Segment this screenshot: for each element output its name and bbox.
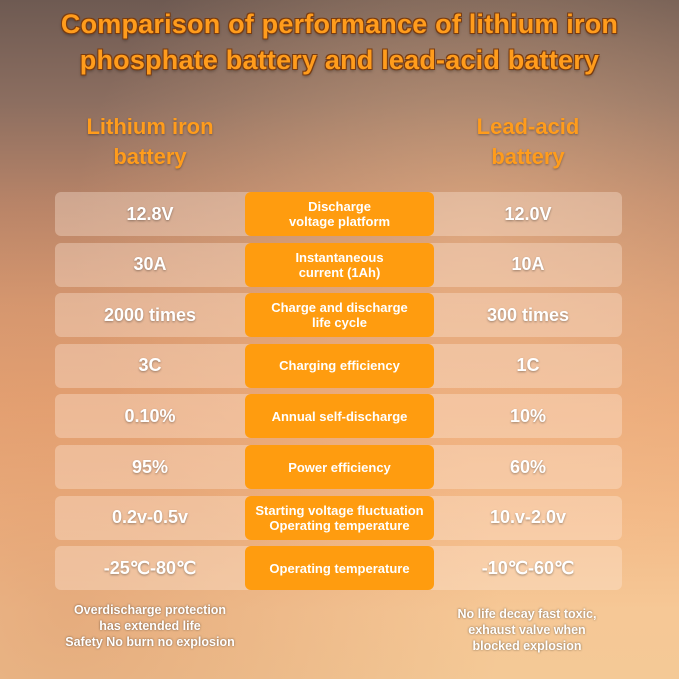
metric-label: Discharge voltage platform xyxy=(245,192,434,236)
label-line: life cycle xyxy=(312,315,367,331)
lithium-value: 3C xyxy=(138,355,162,376)
lithium-value: 0.2v-0.5v xyxy=(111,507,189,528)
metric-label: Operating temperature xyxy=(245,546,434,591)
lead-acid-value: 10% xyxy=(509,405,547,426)
label-line: Operating temperature xyxy=(269,560,410,576)
lead-acid-value: 10A xyxy=(511,254,545,275)
note-line: blocked explosion xyxy=(472,639,582,653)
note-line: Safety No burn no explosion xyxy=(65,635,235,649)
comparison-row: 3C Charging efficiency 1C xyxy=(55,343,622,388)
label-line: Starting voltage fluctuation xyxy=(255,502,424,518)
metric-label: Power efficiency xyxy=(245,445,434,489)
header-line: battery xyxy=(113,144,187,169)
lead-acid-value: 12.0V xyxy=(504,203,552,224)
comparison-row: 12.8V Discharge voltage platform 12.0V xyxy=(55,192,622,236)
label-line: Operating temperature xyxy=(269,517,410,533)
lead-acid-value: 10.v-2.0v xyxy=(489,507,567,528)
lead-acid-value: 60% xyxy=(509,456,547,477)
note-line: exhaust valve when xyxy=(468,623,586,637)
lithium-value: 2000 times xyxy=(103,304,197,325)
lithium-value: -25℃-80℃ xyxy=(103,557,197,578)
header-line: battery xyxy=(491,144,565,169)
page-title: Comparison of performance of lithium iro… xyxy=(0,6,679,78)
column-header-lithium: Lithium iron battery xyxy=(50,112,250,172)
label-line: Charging efficiency xyxy=(279,358,400,374)
lead-acid-value: 1C xyxy=(516,355,540,376)
lithium-value: 0.10% xyxy=(124,405,176,426)
column-header-lead-acid: Lead-acid battery xyxy=(428,112,628,172)
note-line: No life decay fast toxic, xyxy=(457,607,597,621)
comparison-row: 30A Instantaneous current (1Ah) 10A xyxy=(55,242,622,287)
comparison-row: 0.2v-0.5v Starting voltage fluctuation Op… xyxy=(55,495,622,540)
note-line: has extended life xyxy=(99,619,201,633)
label-line: Instantaneous xyxy=(295,249,384,265)
comparison-row: 95% Power efficiency 60% xyxy=(55,445,622,489)
note-lead-acid: No life decay fast toxic, exhaust valve w… xyxy=(432,606,622,654)
header-line: Lithium iron xyxy=(86,114,214,139)
lead-acid-value: 300 times xyxy=(486,304,570,325)
header-line: Lead-acid xyxy=(476,114,580,139)
label-line: Power efficiency xyxy=(288,459,391,475)
note-lithium: Overdischarge protection has extended lif… xyxy=(55,602,245,650)
label-line: Discharge xyxy=(308,199,371,214)
metric-label: Annual self-discharge xyxy=(245,394,434,439)
comparison-row: 0.10% Annual self-discharge 10% xyxy=(55,394,622,439)
metric-label: Charging efficiency xyxy=(245,343,434,388)
title-line: phosphate battery and lead-acid battery xyxy=(79,45,600,75)
lithium-value: 30A xyxy=(133,254,167,275)
label-line: voltage platform xyxy=(288,214,391,229)
metric-label: Instantaneous current (1Ah) xyxy=(245,242,434,287)
comparison-row: -25℃-80℃ Operating temperature -10℃-60℃ xyxy=(55,546,622,591)
lithium-value: 95% xyxy=(131,456,169,477)
lead-acid-value: -10℃-60℃ xyxy=(481,557,575,578)
comparison-row: 2000 times Charge and discharge life cycl… xyxy=(55,293,622,338)
note-line: Overdischarge protection xyxy=(73,603,227,617)
title-line: Comparison of performance of lithium iro… xyxy=(60,9,619,39)
metric-label: Starting voltage fluctuation Operating te… xyxy=(245,495,434,540)
label-line: current (1Ah) xyxy=(298,264,381,280)
label-line: Annual self-discharge xyxy=(271,408,408,424)
label-line: Charge and discharge xyxy=(271,300,408,316)
lithium-value: 12.8V xyxy=(126,203,174,224)
metric-label: Charge and discharge life cycle xyxy=(245,293,434,338)
